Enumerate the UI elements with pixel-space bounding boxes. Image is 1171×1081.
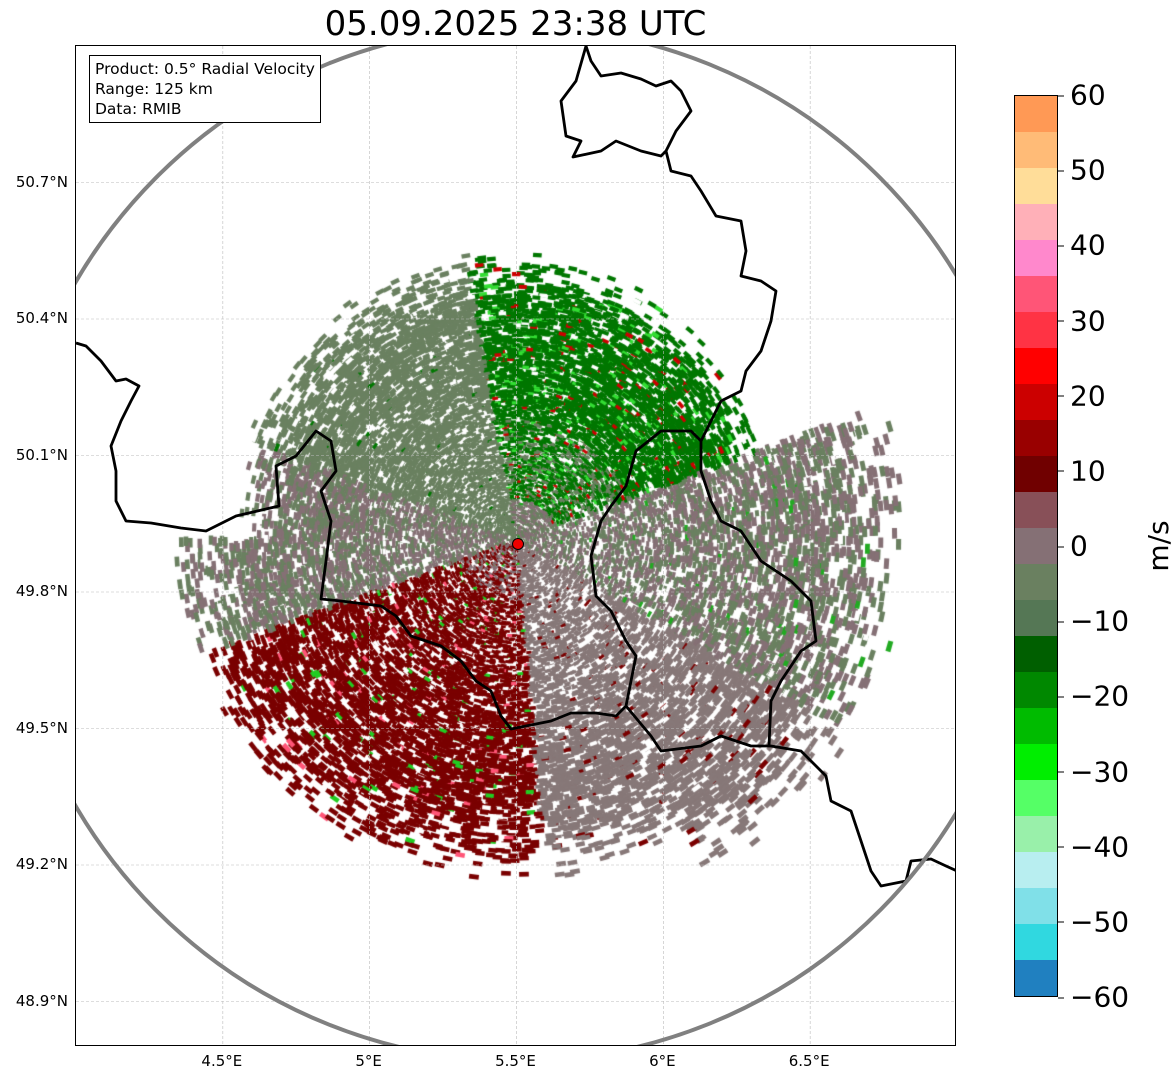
colorbar-tick-text: 50 — [1070, 153, 1106, 187]
colorbar-tick-text: 40 — [1070, 228, 1106, 262]
border-france-luxembourg-germany — [624, 705, 955, 888]
colorbar — [1014, 95, 1058, 997]
colorbar-tick-label: 50 — [1058, 154, 1106, 187]
colorbar-tick-label: −60 — [1058, 981, 1129, 1014]
x-tick-label: 4.5°E — [201, 1052, 243, 1070]
border-belgium-germany — [584, 46, 778, 442]
colorbar-tick-label: 10 — [1058, 454, 1106, 487]
border-netherlands-enclave — [559, 46, 667, 159]
colorbar-unit-label: m/s — [1142, 520, 1171, 572]
radar-map — [75, 45, 956, 1046]
colorbar-tick-label: 30 — [1058, 304, 1106, 337]
colorbar-tick-label: 40 — [1058, 229, 1106, 262]
border-belgium-france-luxembourg — [76, 341, 702, 731]
y-tick-label: 49.2°N — [15, 855, 68, 873]
colorbar-tick-text: 30 — [1070, 304, 1106, 337]
x-tick-label: 5.5°E — [495, 1052, 536, 1070]
colorbar-tick-text: −10 — [1070, 604, 1130, 638]
colorbar-tick-label: −50 — [1058, 905, 1129, 938]
border-luxembourg-germany — [699, 441, 818, 747]
colorbar-tick-label: −20 — [1058, 680, 1129, 713]
y-tick-label: 50.4°N — [15, 309, 68, 327]
colorbar-tick-text: 0 — [1070, 529, 1088, 563]
x-tick-label: 5°E — [355, 1052, 382, 1070]
colorbar-tick-label: −10 — [1058, 605, 1129, 638]
y-tick-label: 49.8°N — [15, 582, 68, 600]
x-tick-label: 6°E — [649, 1052, 676, 1070]
info-data: Data: RMIB — [95, 100, 182, 118]
colorbar-tick-text: 60 — [1070, 78, 1106, 112]
colorbar-tick-text: −20 — [1070, 679, 1130, 713]
info-product: Product: 0.5° Radial Velocity — [95, 60, 315, 78]
colorbar-tick-label: 60 — [1058, 79, 1106, 112]
colorbar-tick-text: 20 — [1070, 379, 1106, 413]
y-tick-label: 50.7°N — [15, 172, 68, 191]
colorbar-tick-label: 0 — [1058, 530, 1088, 563]
y-tick-label: 49.5°N — [15, 718, 68, 737]
colorbar-tick-text: −30 — [1070, 755, 1130, 788]
colorbar-tick-text: −40 — [1070, 830, 1130, 864]
colorbar-tick-label: −30 — [1058, 755, 1129, 788]
colorbar-tick-label: 20 — [1058, 379, 1106, 412]
plot-title: 05.09.2025 23:38 UTC — [324, 4, 707, 44]
info-range: Range: 125 km — [95, 80, 213, 98]
colorbar-tick-text: −60 — [1070, 980, 1130, 1014]
colorbar-tick-text: 10 — [1070, 454, 1106, 488]
y-tick-label: 48.9°N — [15, 991, 68, 1010]
map-overlay — [76, 46, 955, 1045]
colorbar-tick-text: −50 — [1070, 905, 1130, 939]
x-tick-label: 6.5°E — [788, 1052, 830, 1070]
y-tick-label: 50.1°N — [15, 445, 68, 464]
colorbar-tick-label: −40 — [1058, 830, 1129, 863]
product-info-box: Product: 0.5° Radial Velocity Range: 125… — [89, 55, 321, 123]
radar-site-marker — [512, 538, 524, 550]
